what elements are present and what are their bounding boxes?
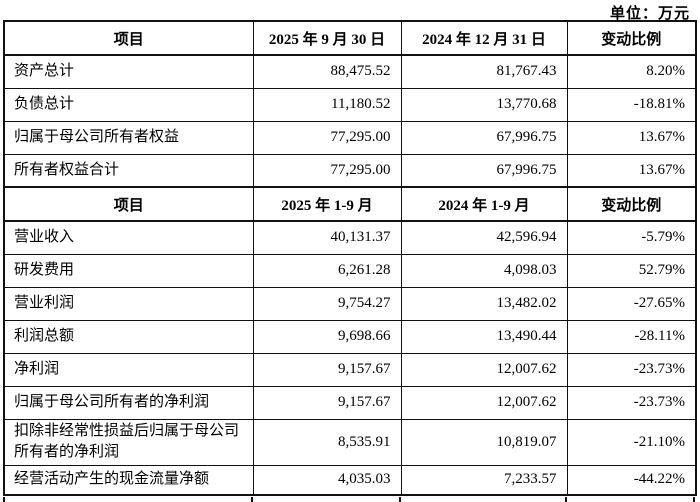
row-value-cell: 42,596.94 xyxy=(400,220,568,255)
table-row: 归属于母公司所有者权益 77,295.00 67,996.75 13.67% xyxy=(3,120,697,155)
row-value-cell: 13,482.02 xyxy=(400,286,568,321)
table-row: 资产总计 88,475.52 81,767.43 8.20% xyxy=(3,54,697,89)
row-value-cell: 9,157.67 xyxy=(252,385,402,420)
row-change-cell: 13.67% xyxy=(566,153,697,188)
row-item-cell: 扣除非经常性损益后归属于母公司所有者的净利润 xyxy=(3,418,254,466)
row-item-cell: 营业利润 xyxy=(3,286,254,321)
table-border-segment xyxy=(693,497,695,502)
row-item-cell: 利润总额 xyxy=(3,319,254,354)
table-row: 营业收入 40,131.37 42,596.94 -5.79% xyxy=(3,220,697,255)
row-value-cell: 77,295.00 xyxy=(252,153,402,188)
income-header-change: 变动比例 xyxy=(566,186,697,222)
row-value-cell: 67,996.75 xyxy=(400,120,568,155)
row-change-cell: -27.65% xyxy=(566,286,697,321)
income-header-period-1: 2025 年 1-9 月 xyxy=(252,186,402,222)
balance-header-row: 项目 2025 年 9 月 30 日 2024 年 12 月 31 日 变动比例 xyxy=(3,20,697,56)
row-change-cell: -18.81% xyxy=(566,87,697,122)
row-value-cell: 12,007.62 xyxy=(400,385,568,420)
row-item-cell: 归属于母公司所有者的净利润 xyxy=(3,385,254,420)
table-row: 营业利润 9,754.27 13,482.02 -27.65% xyxy=(3,286,697,321)
row-item-cell: 负债总计 xyxy=(3,87,254,122)
row-value-cell: 4,098.03 xyxy=(400,253,568,288)
row-change-cell: -44.22% xyxy=(566,464,697,496)
table-row: 所有者权益合计 77,295.00 67,996.75 13.67% xyxy=(3,153,697,188)
row-change-cell: -23.73% xyxy=(566,385,697,420)
table-border-segment xyxy=(399,497,401,502)
row-value-cell: 10,819.07 xyxy=(400,418,568,466)
row-change-cell: -28.11% xyxy=(566,319,697,354)
row-value-cell: 9,754.27 xyxy=(252,286,402,321)
row-value-cell: 9,157.67 xyxy=(252,352,402,387)
row-value-cell: 8,535.91 xyxy=(252,418,402,466)
cut-off-row-borders xyxy=(3,497,695,502)
row-value-cell: 81,767.43 xyxy=(400,54,568,89)
table-row: 扣除非经常性损益后归属于母公司所有者的净利润 8,535.91 10,819.0… xyxy=(3,418,697,466)
table-border-segment xyxy=(251,497,253,502)
row-change-cell: 13.67% xyxy=(566,120,697,155)
unit-label: 单位：万元 xyxy=(609,6,690,22)
row-item-cell: 营业收入 xyxy=(3,220,254,255)
row-change-cell: -23.73% xyxy=(566,352,697,387)
table-row: 经营活动产生的现金流量净额 4,035.03 7,233.57 -44.22% xyxy=(3,464,697,496)
row-value-cell: 77,295.00 xyxy=(252,120,402,155)
row-value-cell: 88,475.52 xyxy=(252,54,402,89)
table-border-segment xyxy=(565,497,567,502)
row-value-cell: 6,261.28 xyxy=(252,253,402,288)
table-row: 归属于母公司所有者的净利润 9,157.67 12,007.62 -23.73% xyxy=(3,385,697,420)
income-header-item: 项目 xyxy=(3,186,254,222)
income-header-period-2: 2024 年 1-9 月 xyxy=(400,186,568,222)
row-item-cell: 研发费用 xyxy=(3,253,254,288)
row-value-cell: 7,233.57 xyxy=(400,464,568,496)
balance-header-period-2: 2024 年 12 月 31 日 xyxy=(400,20,568,56)
row-item-cell: 归属于母公司所有者权益 xyxy=(3,120,254,155)
income-header-row: 项目 2025 年 1-9 月 2024 年 1-9 月 变动比例 xyxy=(3,186,697,222)
row-value-cell: 40,131.37 xyxy=(252,220,402,255)
row-value-cell: 13,770.68 xyxy=(400,87,568,122)
row-item-cell: 资产总计 xyxy=(3,54,254,89)
row-value-cell: 9,698.66 xyxy=(252,319,402,354)
balance-header-item: 项目 xyxy=(3,20,254,56)
row-value-cell: 4,035.03 xyxy=(252,464,402,496)
table-border-segment xyxy=(3,497,5,502)
row-value-cell: 67,996.75 xyxy=(400,153,568,188)
financial-summary-table: 项目 2025 年 9 月 30 日 2024 年 12 月 31 日 变动比例… xyxy=(3,20,697,496)
table-row: 研发费用 6,261.28 4,098.03 52.79% xyxy=(3,253,697,288)
row-change-cell: 52.79% xyxy=(566,253,697,288)
row-item-cell: 所有者权益合计 xyxy=(3,153,254,188)
row-change-cell: 8.20% xyxy=(566,54,697,89)
table-row: 负债总计 11,180.52 13,770.68 -18.81% xyxy=(3,87,697,122)
table-row: 利润总额 9,698.66 13,490.44 -28.11% xyxy=(3,319,697,354)
table-row: 净利润 9,157.67 12,007.62 -23.73% xyxy=(3,352,697,387)
balance-header-period-1: 2025 年 9 月 30 日 xyxy=(252,20,402,56)
row-change-cell: -21.10% xyxy=(566,418,697,466)
row-value-cell: 13,490.44 xyxy=(400,319,568,354)
row-item-cell: 经营活动产生的现金流量净额 xyxy=(3,464,254,496)
row-value-cell: 11,180.52 xyxy=(252,87,402,122)
row-item-cell: 净利润 xyxy=(3,352,254,387)
balance-header-change: 变动比例 xyxy=(566,20,697,56)
row-change-cell: -5.79% xyxy=(566,220,697,255)
row-value-cell: 12,007.62 xyxy=(400,352,568,387)
